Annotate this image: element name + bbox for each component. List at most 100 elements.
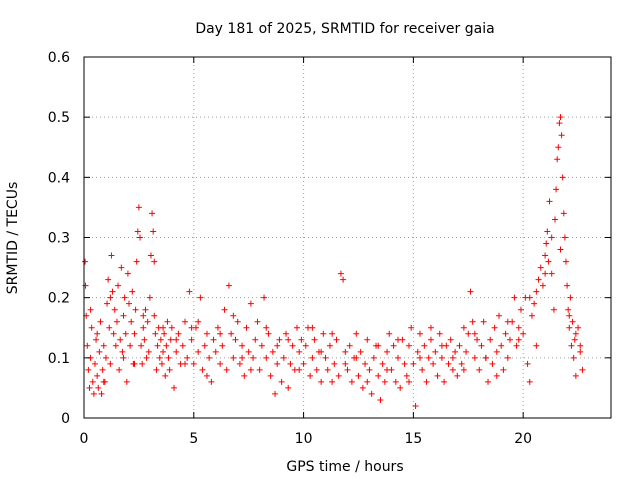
chart-title: Day 181 of 2025, SRMTID for receiver gai… bbox=[195, 21, 494, 37]
data-point bbox=[324, 366, 331, 373]
data-point bbox=[550, 306, 557, 313]
data-point bbox=[476, 366, 483, 373]
y-tick-label: 0.4 bbox=[48, 170, 70, 186]
data-point bbox=[245, 348, 252, 355]
data-point bbox=[234, 318, 241, 325]
data-point bbox=[353, 330, 360, 337]
data-point bbox=[438, 354, 445, 361]
data-point bbox=[122, 330, 129, 337]
data-point bbox=[460, 366, 467, 373]
data-point bbox=[375, 372, 382, 379]
data-point bbox=[546, 198, 553, 205]
data-point bbox=[405, 342, 412, 349]
data-point bbox=[335, 372, 342, 379]
data-point bbox=[190, 360, 197, 367]
data-point bbox=[232, 336, 239, 343]
data-point bbox=[340, 276, 347, 283]
data-point bbox=[197, 294, 204, 301]
data-point bbox=[425, 354, 432, 361]
data-point bbox=[203, 372, 210, 379]
data-point bbox=[567, 294, 574, 301]
data-point bbox=[410, 360, 417, 367]
data-point bbox=[421, 342, 428, 349]
data-point bbox=[575, 324, 582, 331]
data-point bbox=[342, 348, 349, 355]
data-point bbox=[149, 210, 156, 217]
data-point bbox=[94, 372, 101, 379]
data-point bbox=[313, 366, 320, 373]
data-point bbox=[131, 330, 138, 337]
data-point bbox=[265, 330, 272, 337]
data-point bbox=[572, 330, 579, 337]
data-point bbox=[438, 342, 445, 349]
data-point bbox=[100, 378, 107, 385]
y-axis-label: SRMTID / TECUs bbox=[5, 182, 21, 295]
data-point bbox=[147, 252, 154, 259]
data-point bbox=[217, 360, 224, 367]
data-point bbox=[121, 294, 128, 301]
data-point bbox=[331, 360, 338, 367]
data-point bbox=[329, 378, 336, 385]
data-point bbox=[478, 342, 485, 349]
x-axis-label: GPS time / hours bbox=[286, 459, 403, 475]
data-point bbox=[109, 288, 116, 295]
data-point bbox=[533, 342, 540, 349]
data-point bbox=[531, 300, 538, 307]
data-point bbox=[543, 240, 550, 247]
data-point bbox=[445, 360, 452, 367]
data-point bbox=[528, 312, 535, 319]
data-point bbox=[82, 282, 89, 289]
data-point bbox=[309, 354, 316, 361]
data-point bbox=[366, 366, 373, 373]
data-point bbox=[133, 258, 140, 265]
data-point bbox=[569, 318, 576, 325]
data-point bbox=[405, 378, 412, 385]
data-point bbox=[230, 354, 237, 361]
data-point bbox=[142, 306, 149, 313]
data-point bbox=[280, 354, 287, 361]
data-point bbox=[565, 306, 572, 313]
data-point bbox=[160, 324, 167, 331]
data-point bbox=[97, 318, 104, 325]
data-point bbox=[562, 258, 569, 265]
data-point bbox=[353, 354, 360, 361]
data-point bbox=[124, 270, 131, 277]
data-point bbox=[329, 330, 336, 337]
data-point bbox=[432, 348, 439, 355]
data-point bbox=[542, 270, 549, 277]
data-point bbox=[90, 390, 97, 397]
data-point bbox=[397, 384, 404, 391]
data-point bbox=[87, 306, 94, 313]
data-point bbox=[111, 306, 118, 313]
data-point bbox=[118, 264, 125, 271]
data-point bbox=[223, 366, 230, 373]
data-point bbox=[386, 330, 393, 337]
data-point bbox=[452, 348, 459, 355]
data-point bbox=[173, 348, 180, 355]
data-point bbox=[342, 360, 349, 367]
data-point bbox=[195, 318, 202, 325]
data-point bbox=[199, 366, 206, 373]
data-point bbox=[210, 336, 217, 343]
data-point bbox=[520, 330, 527, 337]
data-point bbox=[500, 366, 507, 373]
data-point bbox=[212, 348, 219, 355]
data-point bbox=[556, 120, 563, 127]
data-point bbox=[577, 342, 584, 349]
data-point bbox=[318, 348, 325, 355]
data-point bbox=[127, 342, 134, 349]
data-point bbox=[537, 264, 544, 271]
data-point bbox=[535, 276, 542, 283]
data-point bbox=[561, 234, 568, 241]
data-point bbox=[311, 336, 318, 343]
data-point bbox=[526, 378, 533, 385]
data-point bbox=[539, 282, 546, 289]
data-point bbox=[555, 144, 562, 151]
data-point bbox=[430, 360, 437, 367]
data-point bbox=[436, 330, 443, 337]
data-point bbox=[107, 360, 114, 367]
data-point bbox=[146, 294, 153, 301]
data-point bbox=[184, 354, 191, 361]
data-point bbox=[143, 354, 150, 361]
